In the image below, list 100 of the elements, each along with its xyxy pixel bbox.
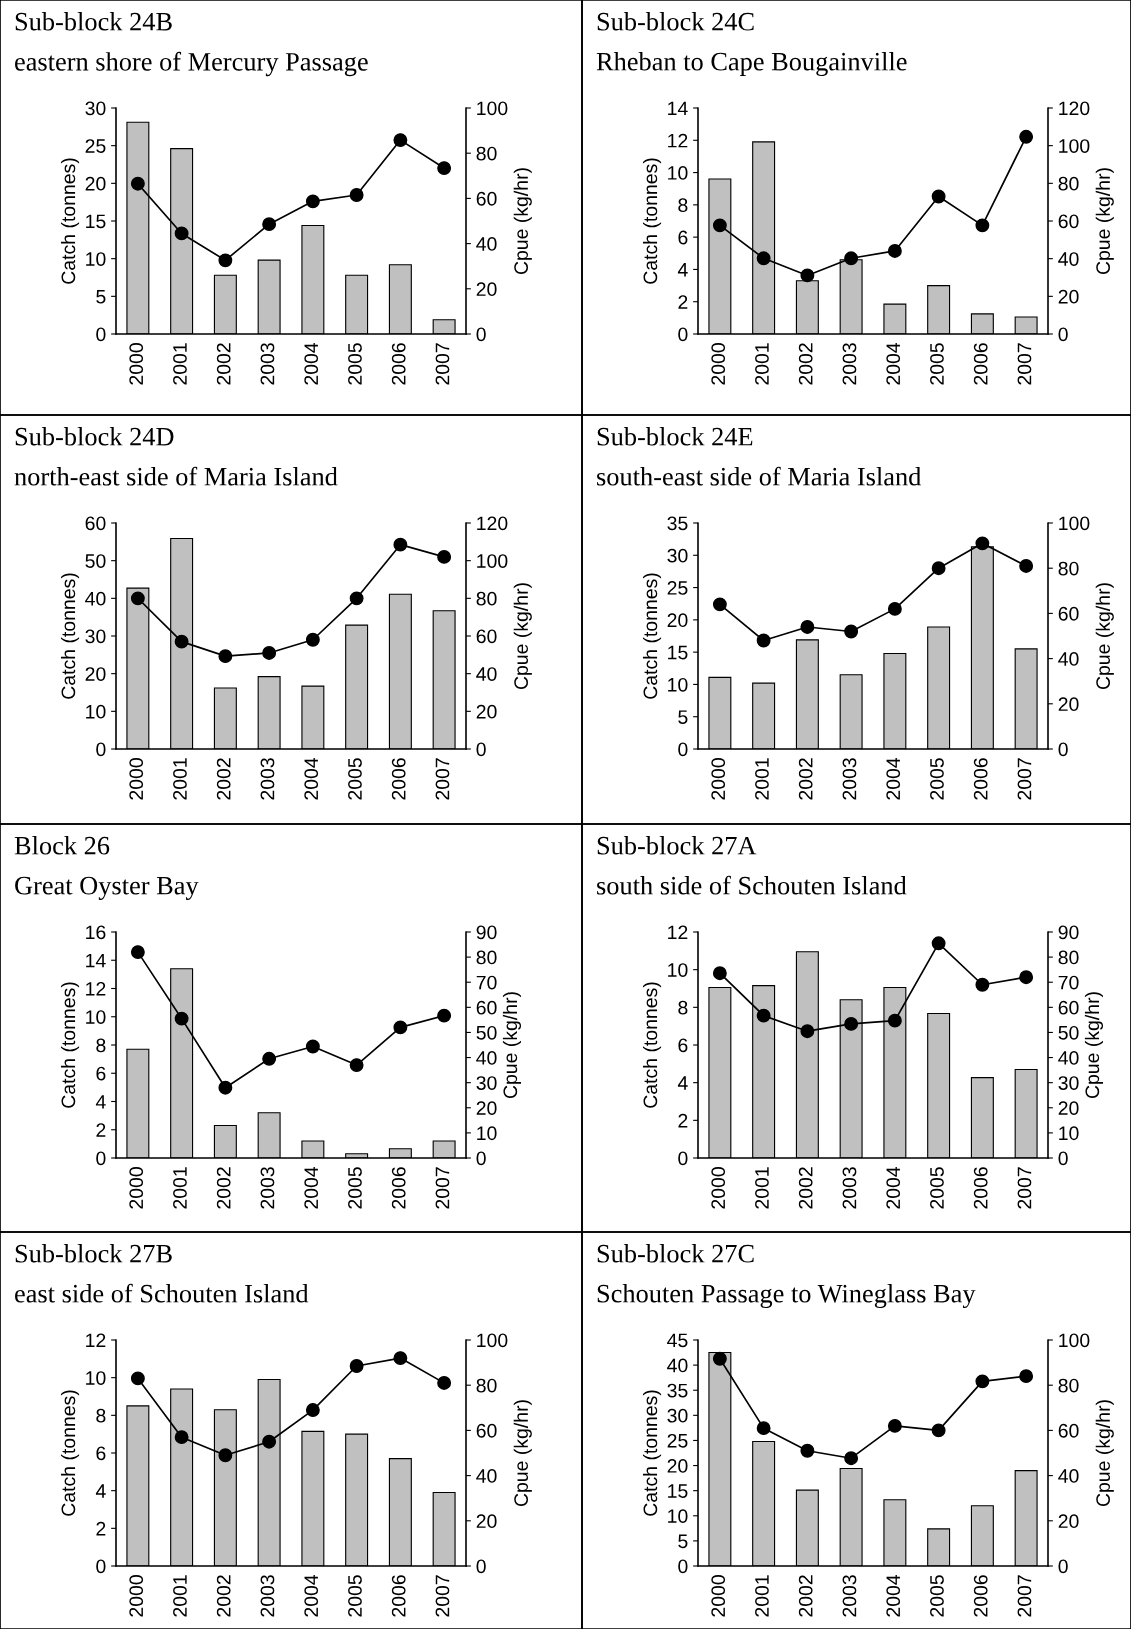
point [305,632,320,647]
y2-tick-label: 120 [1059,101,1090,116]
x-tick-label: 2006 [973,758,988,800]
x-tick-label: 2007 [435,1167,450,1209]
point [931,189,946,204]
point [931,936,946,951]
point [756,251,771,266]
y-tick-label: 50 [85,554,106,568]
y-tick-label: 0 [678,327,688,342]
point [305,194,320,209]
y2-tick-label: 0 [476,1151,486,1166]
y-axis-title: Catch (tonnes) [60,982,80,1108]
x-tick-label: 2003 [260,1167,275,1209]
y-tick-label: 0 [96,1151,106,1166]
y2-tick-label: 40 [1058,1051,1079,1065]
x-tick-label: 2000 [711,1167,726,1209]
y-axis-title: Catch (tonnes) [60,573,80,699]
point [349,591,364,606]
y-axis-title: Catch (tonnes) [642,982,662,1108]
x-tick-label: 2004 [886,342,901,385]
point [887,1013,902,1028]
y2-axis-title: Cpue (kg/hr) [502,992,522,1099]
x-tick-label: 2000 [129,1167,144,1209]
y-tick-label: 14 [86,953,106,968]
x-tick-label: 2002 [216,1167,231,1209]
point [174,1011,189,1026]
y-tick-label: 10 [86,1371,106,1385]
x-tick-label: 2001 [173,343,187,385]
point [931,1423,946,1438]
y2-tick-label: 100 [477,101,508,116]
y-tick-label: 10 [668,1509,688,1524]
x-tick-label: 2000 [711,343,726,385]
point [975,977,990,992]
y-tick-label: 20 [85,176,106,191]
point [887,243,902,258]
y2-tick-label: 60 [1058,1423,1079,1438]
y2-tick-label: 20 [1058,289,1079,304]
y2-tick-label: 40 [476,1051,497,1065]
point [1019,129,1034,144]
x-tick-label: 2002 [798,1167,813,1209]
x-tick-label: 2000 [711,758,726,800]
y2-tick-label: 0 [1058,327,1068,342]
y-tick-label: 10 [86,252,106,266]
y-tick-label: 2 [96,1521,106,1536]
x-tick-label: 2007 [435,758,450,800]
y2-tick-label: 40 [1058,652,1079,666]
y2-tick-label: 40 [476,667,497,681]
chart-subtitle: south-east side of Maria Island [597,466,922,486]
y2-axis-title: Cpue (kg/hr) [1095,1400,1114,1507]
point [844,251,859,266]
y-tick-label: 0 [678,1559,688,1574]
y-tick-label: 4 [677,263,688,277]
y-tick-label: 12 [86,981,106,996]
x-tick-label: 2006 [973,1575,988,1617]
y2-axis-title: Cpue (kg/hr) [513,168,532,275]
y2-tick-label: 80 [476,146,497,161]
point [800,1443,815,1458]
y-tick-label: 0 [96,1559,106,1574]
chart-subtitle: eastern shore of Mercury Passage [15,51,368,77]
y2-tick-label: 60 [476,1000,497,1015]
y2-tick-label: 0 [476,1559,486,1574]
y-tick-label: 5 [96,290,106,304]
y2-tick-label: 60 [476,1423,497,1438]
point [262,1434,277,1449]
x-tick-label: 2003 [260,758,275,800]
point [975,218,990,233]
y2-tick-label: 50 [476,1025,497,1040]
x-tick-label: 2000 [129,758,144,800]
x-tick-label: 2001 [755,343,769,385]
point [756,1008,771,1023]
chart-subtitle: south side of Schouten Island [597,875,907,895]
point [712,1351,727,1366]
y2-tick-label: 0 [1058,1151,1068,1166]
y-tick-label: 5 [678,1534,688,1549]
y2-axis-title: Cpue (kg/hr) [1084,992,1104,1099]
y-tick-label: 10 [86,1010,106,1024]
y-tick-label: 4 [677,1076,688,1090]
y2-tick-label: 40 [1058,1469,1079,1483]
point [393,133,408,148]
x-tick-label: 2006 [391,1167,406,1209]
y2-tick-label: 60 [1058,1000,1079,1015]
chart-subtitle: Schouten Passage to Wineglass Bay [597,1284,976,1308]
point [174,226,189,241]
x-tick-label: 2004 [886,1166,901,1209]
y2-tick-label: 20 [476,1514,497,1529]
y-tick-label: 14 [668,101,688,116]
x-tick-label: 2002 [798,758,813,800]
point [305,1039,320,1054]
x-tick-label: 2002 [798,343,813,385]
y2-tick-label: 0 [476,327,486,342]
y-tick-label: 16 [86,925,106,940]
x-tick-label: 2004 [304,1166,319,1209]
point [130,945,145,960]
point [887,1418,902,1433]
y2-tick-label: 30 [1058,1076,1079,1090]
point [262,646,277,660]
y2-axis-title: Cpue (kg/hr) [1095,168,1114,275]
point [1019,1369,1034,1384]
y-tick-label: 10 [86,704,106,719]
y-tick-label: 12 [86,1333,106,1348]
